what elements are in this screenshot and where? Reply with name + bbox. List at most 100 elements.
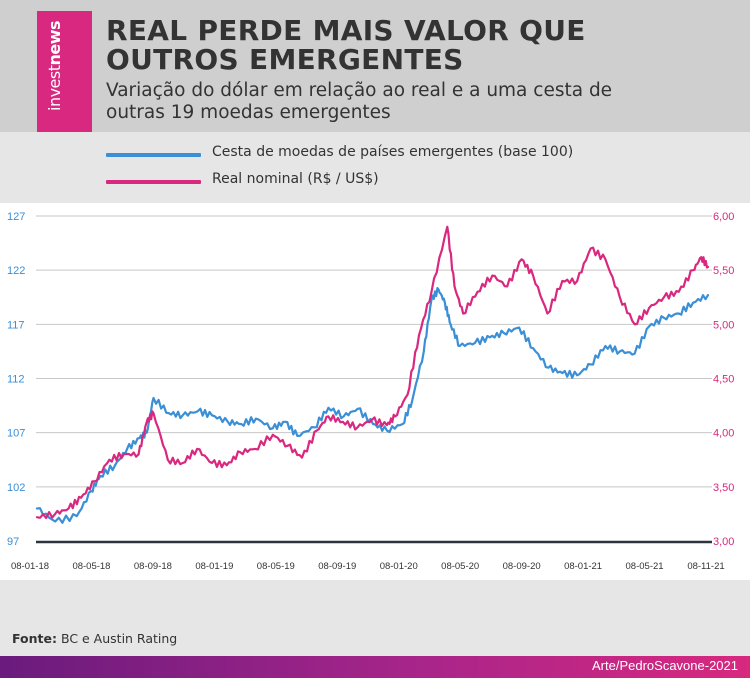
x-tick-label: 08-09-20 — [503, 561, 541, 572]
x-tick-label: 08-01-18 — [11, 561, 49, 572]
source-text: BC e Austin Rating — [56, 631, 178, 646]
data-point-cesta — [146, 431, 148, 434]
data-point-cesta — [401, 423, 404, 425]
data-point-cesta — [437, 288, 440, 291]
x-tick-label: 08-05-21 — [626, 561, 664, 572]
data-point-real — [692, 269, 694, 272]
data-point-cesta — [547, 366, 550, 369]
data-point-real — [604, 258, 607, 261]
y-right-tick-label: 3,50 — [713, 482, 734, 494]
data-point-cesta — [604, 345, 607, 347]
series-line-cesta — [35, 287, 710, 524]
data-point-real — [196, 448, 198, 450]
chart-title: REAL PERDE MAIS VALOR QUE OUTROS EMERGEN… — [106, 14, 586, 76]
data-point-real — [707, 266, 709, 268]
data-point-real — [453, 285, 456, 288]
data-point-cesta — [114, 464, 116, 467]
y-right-tick-label: 4,00 — [713, 428, 734, 440]
data-point-real — [356, 426, 359, 429]
data-point-real — [36, 516, 38, 518]
data-point-cesta — [458, 345, 461, 347]
y-left-tick-label: 102 — [7, 482, 25, 494]
data-point-cesta — [152, 397, 155, 399]
data-point-real — [546, 312, 549, 315]
x-tick-label: 08-01-20 — [380, 561, 418, 572]
data-point-real — [633, 323, 636, 326]
data-point-cesta — [692, 301, 694, 304]
data-point-real — [123, 453, 125, 456]
data-point-cesta — [284, 421, 287, 423]
data-point-cesta — [648, 325, 650, 328]
y-left-tick-label: 122 — [7, 265, 25, 277]
data-point-cesta — [76, 515, 78, 517]
data-point-real — [226, 464, 228, 467]
data-point-cesta — [444, 301, 446, 304]
data-point-real — [386, 424, 388, 426]
data-point-real — [137, 453, 140, 456]
x-tick-label: 08-09-18 — [134, 561, 172, 572]
data-point-real — [211, 462, 213, 464]
data-point-real — [67, 507, 70, 510]
data-point-real — [146, 421, 148, 423]
data-point-real — [301, 456, 303, 459]
data-point-cesta — [589, 363, 592, 366]
data-point-cesta — [663, 317, 665, 319]
data-point-real — [239, 451, 241, 454]
credit-text: Arte/PedroScavone-2021 — [592, 658, 738, 673]
legend-line-blue — [106, 153, 201, 157]
x-tick-label: 08-05-18 — [72, 561, 110, 572]
data-point-real — [576, 280, 578, 282]
data-point-real — [342, 421, 344, 423]
data-point-cesta — [423, 350, 425, 353]
data-point-cesta — [386, 429, 388, 432]
data-point-real — [406, 394, 409, 396]
data-point-cesta — [99, 475, 102, 477]
data-point-cesta — [138, 437, 141, 439]
y-left-tick-label: 97 — [7, 536, 19, 548]
data-point-cesta — [255, 417, 257, 420]
data-point-cesta — [168, 412, 170, 415]
x-tick-label: 08-09-19 — [318, 561, 356, 572]
data-point-cesta — [619, 350, 621, 353]
data-point-real — [678, 291, 680, 293]
data-point-cesta — [272, 427, 274, 430]
data-point-real — [700, 256, 703, 259]
y-left-tick-label: 117 — [7, 319, 25, 331]
y-left-tick-label: 127 — [7, 211, 25, 223]
data-point-real — [619, 296, 621, 299]
y-left-tick-label: 107 — [7, 428, 25, 440]
data-point-real — [80, 496, 82, 499]
data-point-cesta — [54, 520, 56, 523]
data-point-cesta — [449, 323, 452, 326]
footer-bar: Arte/PedroScavone-2021 — [0, 656, 750, 678]
data-point-real — [181, 462, 184, 464]
y-right-tick-label: 4,50 — [713, 374, 734, 386]
chart-subtitle: Variação do dólar em relação ao real e a… — [106, 80, 613, 123]
data-point-cesta — [372, 423, 374, 425]
data-point-cesta — [633, 352, 636, 355]
source-label: Fonte: — [12, 631, 57, 646]
data-point-real — [394, 415, 396, 418]
header — [0, 0, 750, 132]
x-tick-label: 08-01-19 — [195, 561, 233, 572]
data-point-real — [108, 459, 111, 461]
data-point-cesta — [36, 507, 38, 510]
data-point-cesta — [211, 414, 213, 417]
data-point-real — [327, 415, 330, 418]
data-point-real — [476, 291, 479, 293]
y-right-tick-label: 5,00 — [713, 319, 734, 331]
data-point-real — [418, 334, 420, 337]
data-point-real — [491, 274, 494, 277]
data-point-cesta — [227, 421, 229, 423]
data-point-real — [167, 459, 169, 461]
source-note: Fonte: BC e Austin Rating — [12, 631, 177, 646]
data-point-cesta — [503, 332, 505, 334]
data-point-real — [663, 296, 665, 299]
data-point-real — [286, 444, 289, 447]
data-point-real — [520, 258, 523, 261]
data-point-real — [532, 274, 534, 277]
data-point-real — [561, 280, 564, 282]
data-point-real — [272, 434, 274, 436]
x-tick-label: 08-05-19 — [257, 561, 295, 572]
